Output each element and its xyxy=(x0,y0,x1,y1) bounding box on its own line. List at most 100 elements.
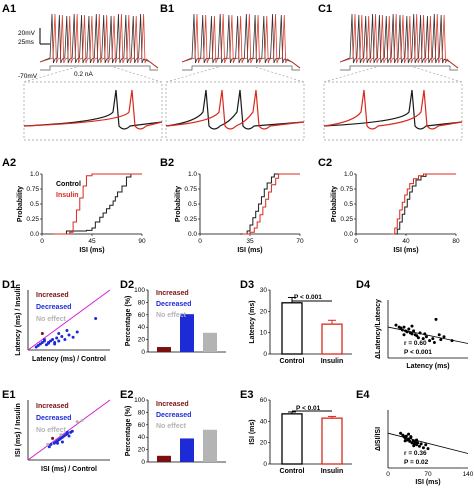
E3-ytick-label: 0 xyxy=(263,461,267,468)
D4-point xyxy=(432,341,436,345)
panel-label-b1: B1 xyxy=(160,3,174,15)
d1-legend-increased: Increased xyxy=(36,292,69,299)
E1-point-noeffect xyxy=(75,420,79,424)
E1-point-decreased xyxy=(49,442,53,446)
D4-point xyxy=(439,338,443,342)
trace-insulin-2 xyxy=(339,13,459,69)
E3-bar-control xyxy=(281,413,303,465)
D4-xlabel: Latency (ms) xyxy=(406,363,449,370)
E1-point-decreased xyxy=(60,440,64,444)
d2-legend-noeffect: No effect xyxy=(156,312,187,319)
d3-p-value: P < 0.001 xyxy=(294,294,322,301)
C2-ytick-label: 0.5 xyxy=(344,201,353,208)
E1-point-noeffect xyxy=(80,418,84,422)
D1-point-decreased xyxy=(60,335,64,338)
E1-point-noeffect xyxy=(59,433,63,437)
e4-r-value: r = 0.36 xyxy=(404,450,427,457)
E2-ytick-label: 40 xyxy=(138,434,146,441)
A2-ytick-label: 0.25 xyxy=(26,216,39,223)
A2-ylabel: Probability xyxy=(17,186,24,222)
D1-point-decreased xyxy=(53,342,57,346)
E1-point-increased xyxy=(51,436,55,440)
legend-control: Control xyxy=(56,181,81,188)
panel-label-b2: B2 xyxy=(160,157,174,169)
C2-ytick-label: 1.0 xyxy=(344,171,353,178)
E4-point xyxy=(409,435,413,439)
current-step-1 xyxy=(182,65,300,71)
zoom-connector-left-0 xyxy=(23,65,81,83)
E1-ylabel: ISI (ms) / Insulin xyxy=(15,403,22,457)
D1-point-decreased xyxy=(42,338,46,341)
current-step-0 xyxy=(40,65,158,71)
cdf-panels: 0.0 0.25 0.5 0.75 1.0 0 45 90 ISI (ms) Probabilit… xyxy=(17,171,460,254)
D1-point-decreased xyxy=(71,335,75,339)
e2-legend-noeffect: No effect xyxy=(156,423,187,430)
D1-point-decreased xyxy=(63,338,67,341)
zoom-trace-control-1 xyxy=(165,89,305,130)
D2-ytick-label: 40 xyxy=(138,324,146,331)
zoom-box-2 xyxy=(323,81,463,141)
e1-legend-increased: Increased xyxy=(36,403,69,410)
D4-point xyxy=(416,336,420,340)
A2-series-control xyxy=(53,173,142,235)
E4-point xyxy=(403,439,407,443)
panel-label-e3: E3 xyxy=(240,389,253,401)
zoom-connector-right-2 xyxy=(409,65,463,83)
D4-point xyxy=(394,323,398,327)
panel-label-d2: D2 xyxy=(120,279,134,291)
A2-ytick-label: 0.0 xyxy=(30,231,39,238)
C2-ytick-label: 0.75 xyxy=(340,186,353,193)
D1-point-decreased xyxy=(67,333,71,337)
e3-p-value: P < 0.01 xyxy=(296,405,321,412)
E4-point xyxy=(421,446,425,450)
E1-point-decreased xyxy=(65,430,69,434)
D1-ylabel: Latency (ms) / Insulin xyxy=(15,284,22,356)
panel-label-c2: C2 xyxy=(318,157,332,169)
d4-p-value: P < 0.001 xyxy=(404,349,432,356)
trace-control-0 xyxy=(39,13,159,69)
E4-xtick-label: 0 xyxy=(386,471,390,478)
D1-point-decreased xyxy=(51,338,55,341)
A2-ytick-label: 1.0 xyxy=(30,171,39,178)
D1-point-decreased xyxy=(57,339,61,343)
legend-insulin: Insulin xyxy=(56,192,79,199)
trace-control-1 xyxy=(181,13,301,69)
D3-ytick-label: 20 xyxy=(260,308,268,315)
d1-legend-decreased: Decreased xyxy=(36,304,71,311)
A2-ytick-label: 0.5 xyxy=(30,201,39,208)
C2-series-control xyxy=(393,173,456,235)
D4-point xyxy=(412,329,416,333)
C2-ylabel: Probability xyxy=(331,186,338,222)
E1-point-decreased xyxy=(56,441,60,445)
E4-ylabel: ΔISI/ISI xyxy=(375,427,382,451)
zoom-trace-insulin-1 xyxy=(165,89,305,130)
A2-xtick-label: 0 xyxy=(40,238,44,245)
E2-ytick-label: 60 xyxy=(138,422,146,429)
D4-point xyxy=(410,332,414,336)
panel-label-c1: C1 xyxy=(318,3,332,15)
A2-ytick-label: 0.75 xyxy=(26,186,39,193)
E2-bar-increased xyxy=(157,455,171,462)
zoom-connector-left-2 xyxy=(323,65,381,83)
D1-identity-line xyxy=(27,289,111,351)
D4-point xyxy=(437,333,441,337)
resting-potential-label: -70mV xyxy=(18,73,38,80)
panel-label-e1: E1 xyxy=(2,389,15,401)
D3-xtick-label: Control xyxy=(280,358,305,365)
zoom-trace-insulin-0 xyxy=(23,89,163,130)
D4-point xyxy=(402,325,406,329)
E3-ytick-label: 60 xyxy=(260,397,268,404)
D1-point-decreased xyxy=(57,332,61,335)
zoom-connector-right-1 xyxy=(251,65,305,83)
d2-legend-decreased: Decreased xyxy=(156,301,191,308)
E3-ytick-label: 20 xyxy=(260,440,268,447)
D2-ytick-label: 60 xyxy=(138,312,146,319)
D4-point xyxy=(421,337,425,341)
spike-traces xyxy=(23,13,463,141)
scalebar-mv-label: 20mV xyxy=(18,30,36,37)
e2-legend-increased: Increased xyxy=(156,401,189,408)
D4-point xyxy=(434,317,438,321)
B2-ytick-label: 0.25 xyxy=(184,216,197,223)
E4-point xyxy=(411,439,415,443)
